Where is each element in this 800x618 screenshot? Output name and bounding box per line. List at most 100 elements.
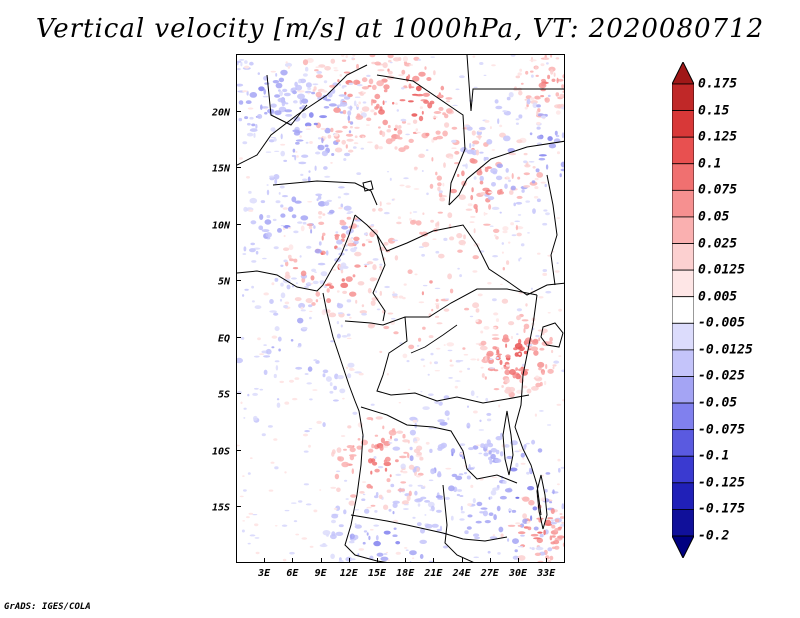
velocity-speckle — [306, 282, 311, 285]
velocity-speckle — [407, 452, 410, 459]
lon-label: 9E — [314, 568, 327, 579]
velocity-speckle — [517, 545, 523, 548]
velocity-speckle — [415, 220, 422, 226]
colorbar-level: -0.05 — [698, 395, 738, 411]
velocity-speckle — [303, 450, 309, 453]
velocity-speckle — [309, 141, 313, 144]
velocity-speckle — [508, 241, 511, 244]
velocity-speckle — [504, 488, 513, 493]
lon-tick — [405, 558, 407, 563]
velocity-speckle — [431, 523, 439, 528]
velocity-speckle — [335, 139, 341, 143]
velocity-speckle — [288, 206, 294, 212]
velocity-speckle — [270, 461, 275, 464]
velocity-speckle — [478, 134, 481, 140]
velocity-speckle — [487, 196, 495, 201]
velocity-speckle — [446, 342, 455, 347]
velocity-speckle — [336, 447, 342, 453]
velocity-speckle — [462, 244, 465, 246]
velocity-speckle — [434, 370, 440, 372]
velocity-speckle — [502, 230, 508, 234]
velocity-speckle — [247, 122, 251, 126]
velocity-speckle — [534, 96, 541, 100]
velocity-speckle — [408, 83, 412, 89]
velocity-speckle — [509, 190, 514, 195]
velocity-speckle — [399, 342, 403, 345]
velocity-speckle — [339, 221, 347, 226]
velocity-speckle — [245, 100, 252, 104]
velocity-speckle — [354, 96, 361, 98]
velocity-speckle — [474, 536, 481, 540]
colorbar-level: -0.025 — [698, 368, 745, 384]
velocity-speckle — [304, 90, 312, 94]
velocity-speckle — [554, 545, 560, 550]
velocity-speckle — [405, 133, 410, 136]
velocity-speckle — [529, 181, 538, 186]
velocity-speckle — [287, 254, 292, 259]
velocity-speckle — [380, 437, 385, 444]
velocity-speckle — [504, 183, 508, 189]
velocity-speckle — [261, 229, 270, 233]
velocity-speckle — [541, 371, 545, 375]
velocity-speckle — [480, 340, 487, 346]
velocity-speckle — [492, 326, 497, 329]
velocity-speckle — [547, 517, 554, 520]
velocity-speckle — [280, 213, 286, 218]
velocity-speckle — [353, 236, 360, 241]
velocity-speckle — [399, 455, 407, 459]
velocity-speckle — [339, 388, 346, 394]
velocity-speckle — [553, 360, 560, 364]
velocity-speckle — [285, 261, 289, 267]
velocity-speckle — [491, 333, 499, 337]
velocity-speckle — [338, 207, 343, 210]
velocity-speckle — [354, 509, 360, 511]
velocity-speckle — [520, 462, 526, 465]
velocity-speckle — [412, 211, 418, 213]
velocity-speckle — [336, 321, 340, 325]
lon-label: 24E — [452, 568, 471, 579]
velocity-speckle — [392, 502, 398, 508]
velocity-speckle — [428, 427, 434, 430]
velocity-speckle — [450, 448, 456, 454]
velocity-speckle — [514, 549, 518, 553]
velocity-speckle — [517, 338, 522, 345]
velocity-speckle — [489, 458, 493, 465]
velocity-speckle — [544, 97, 550, 103]
velocity-speckle — [526, 442, 530, 445]
velocity-speckle — [549, 555, 554, 561]
velocity-speckle — [449, 288, 454, 294]
chart-title: Vertical velocity [m/s] at 1000hPa, VT: … — [35, 14, 765, 44]
velocity-speckle — [421, 241, 430, 248]
velocity-speckle — [387, 438, 393, 441]
velocity-speckle — [525, 70, 529, 75]
lon-label: 15E — [367, 568, 387, 579]
velocity-speckle — [544, 519, 552, 526]
velocity-speckle — [422, 406, 430, 410]
velocity-speckle — [379, 106, 383, 111]
velocity-speckle — [386, 372, 389, 376]
velocity-speckle — [539, 410, 544, 412]
velocity-speckle — [394, 255, 399, 261]
velocity-speckle — [370, 224, 375, 227]
velocity-speckle — [459, 518, 465, 521]
velocity-speckle — [491, 182, 496, 187]
velocity-speckle — [295, 366, 303, 370]
velocity-speckle — [523, 444, 527, 450]
velocity-speckle — [338, 559, 344, 562]
velocity-speckle — [400, 481, 407, 484]
velocity-speckle — [341, 59, 347, 62]
velocity-speckle — [455, 359, 461, 363]
velocity-speckle — [515, 522, 521, 525]
velocity-speckle — [490, 453, 496, 460]
velocity-speckle — [292, 267, 299, 270]
colorbar-level: -0.005 — [698, 315, 745, 331]
velocity-speckle — [507, 538, 510, 542]
velocity-speckle — [451, 139, 457, 143]
velocity-speckle — [287, 65, 291, 69]
velocity-speckle — [533, 350, 539, 356]
velocity-speckle — [451, 473, 458, 478]
velocity-speckle — [265, 232, 272, 238]
velocity-speckle — [363, 263, 370, 266]
velocity-speckle — [337, 456, 341, 461]
velocity-speckle — [446, 108, 453, 114]
